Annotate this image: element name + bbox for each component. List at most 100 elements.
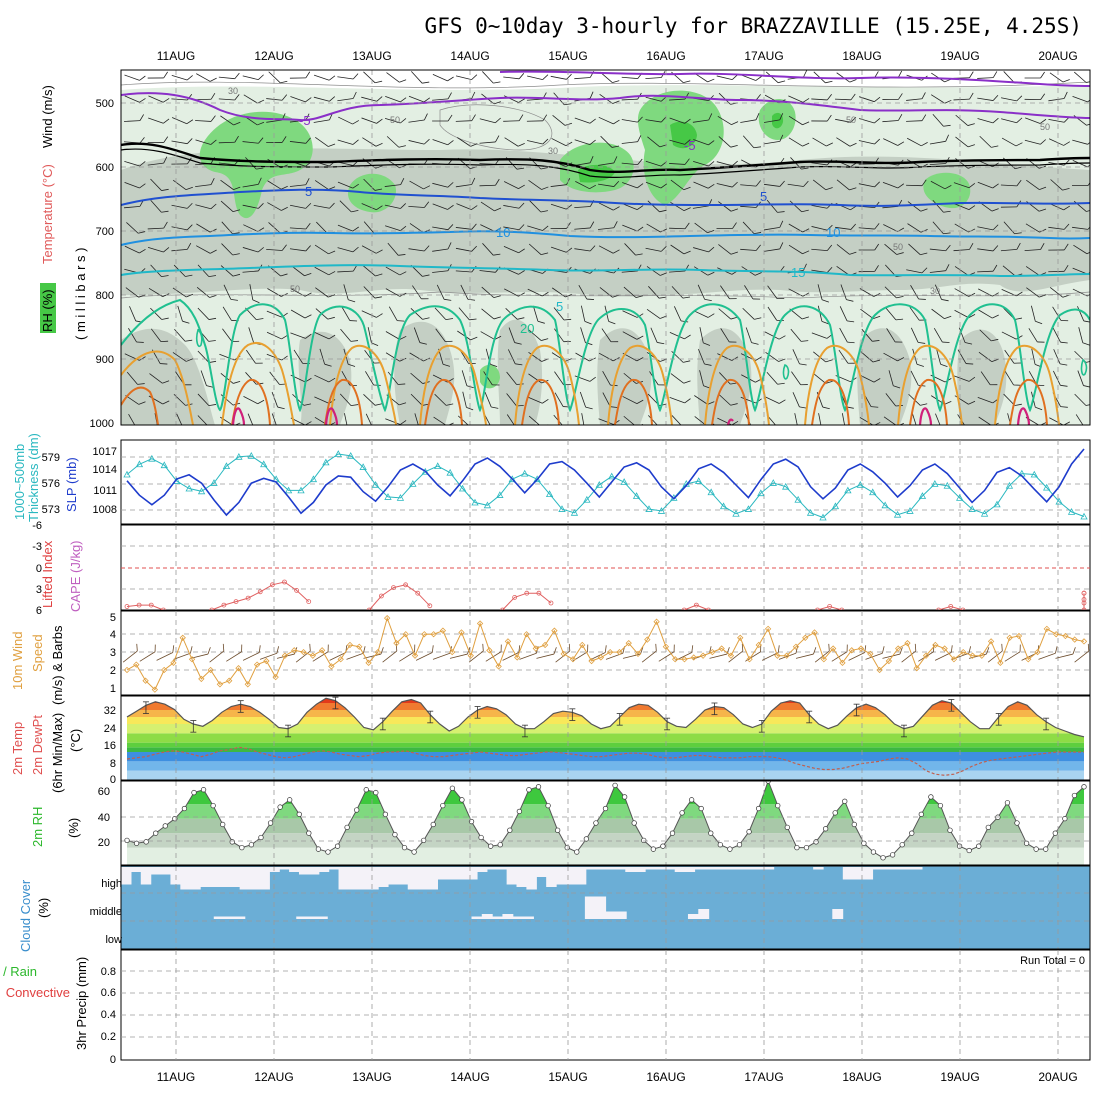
rh2m-marker xyxy=(181,805,188,812)
thickness-tick-label: 576 xyxy=(42,478,60,490)
wind-barb xyxy=(171,94,193,101)
wind-barb-flag xyxy=(442,363,451,367)
wind-barb-shaft xyxy=(195,204,211,210)
wind-barb xyxy=(346,646,366,660)
thickness-marker xyxy=(297,486,305,494)
wind-barb-shaft xyxy=(716,161,733,167)
thickness-marker xyxy=(956,494,964,501)
wind-barb xyxy=(432,73,454,82)
wind-barb-shaft xyxy=(555,650,571,663)
wind-barb xyxy=(502,645,521,661)
wind-barb-shaft xyxy=(449,653,468,659)
wind-barb xyxy=(814,643,830,663)
wind-speed-marker xyxy=(829,645,837,652)
wind-barb xyxy=(171,157,192,165)
thickness-marker xyxy=(943,481,951,489)
wind-barb-flag xyxy=(659,144,667,148)
temp-label: 20 xyxy=(520,321,534,336)
cloud-gap-high xyxy=(298,867,310,875)
wind-barb xyxy=(811,93,832,101)
temp-label: -5 xyxy=(684,138,696,153)
wind-barb xyxy=(977,224,999,231)
wind-barb xyxy=(901,643,917,663)
wind-barb-flag xyxy=(563,341,571,343)
rh2m-marker xyxy=(1052,830,1058,836)
wind-tick-label: 4 xyxy=(110,629,116,641)
wind-barb-flag xyxy=(940,363,948,367)
temp-color-band xyxy=(127,724,1084,734)
wind-barb xyxy=(1075,414,1086,425)
thickness-marker xyxy=(210,479,218,486)
wind-barb-shaft xyxy=(600,135,613,148)
cloud-gap-high xyxy=(467,867,478,880)
wind-barb xyxy=(124,161,146,167)
rh2m-marker xyxy=(937,802,944,809)
wind-barb-flag xyxy=(518,98,525,103)
thickness-marker xyxy=(1043,483,1051,491)
wind-barb-shaft xyxy=(788,137,803,147)
wind-barb-shaft xyxy=(886,328,896,343)
wind-speed-marker xyxy=(978,652,985,659)
wind-barb-flag xyxy=(162,98,170,103)
wind-speed-marker xyxy=(950,656,958,663)
wind-barb-shaft xyxy=(312,651,329,662)
wind-barb xyxy=(978,309,999,319)
wind-barb-flag xyxy=(329,202,335,209)
wind-barb-shaft xyxy=(385,352,400,362)
wind-speed-marker xyxy=(476,620,484,627)
wind-barb-flag xyxy=(589,156,594,163)
cloud-gap-high xyxy=(358,867,369,890)
wind-barb-shaft xyxy=(171,204,188,209)
wind-barb-shaft xyxy=(266,119,283,123)
wind-barb-shaft xyxy=(697,284,706,300)
rh-legend-swatch xyxy=(40,283,56,333)
thickness-marker xyxy=(197,487,206,495)
wind-barb xyxy=(622,331,644,340)
wind-barb xyxy=(171,138,193,145)
temp-tick-label: 0 xyxy=(110,774,116,786)
temp-color-band xyxy=(127,747,1084,752)
cloud-gap-middle xyxy=(213,916,225,919)
wind-barb-shaft xyxy=(906,120,923,122)
wind-barb-flag xyxy=(944,401,952,405)
rh2m-marker xyxy=(698,805,704,812)
wind-barb-shaft xyxy=(841,413,846,425)
wind-barb-flag xyxy=(845,428,852,433)
wind-barb-shaft xyxy=(954,203,970,211)
wind-barb-flag xyxy=(490,363,498,367)
wind-barb xyxy=(836,137,857,147)
wind-barb-flag xyxy=(399,357,407,362)
date-label-top: 15AUG xyxy=(548,49,587,63)
wind-barb-flag xyxy=(471,91,476,99)
wind-barb-shaft xyxy=(481,308,495,320)
wind-barb-shaft xyxy=(124,95,140,103)
wind-speed-marker xyxy=(449,648,456,656)
wind-barb-shaft xyxy=(598,183,614,187)
wind-barb-flag xyxy=(162,380,170,384)
wind-speed-marker xyxy=(151,686,159,693)
rh2m-marker xyxy=(449,785,456,791)
wind-barb xyxy=(128,413,137,425)
wind-barb-shaft xyxy=(958,327,966,343)
wind-barb-flag xyxy=(305,97,312,103)
wind-barb xyxy=(361,117,383,124)
wind-barb-shaft xyxy=(836,244,850,255)
wind-barb-shaft xyxy=(414,413,420,425)
wind-barb-flag xyxy=(826,142,833,147)
lifted-index-marker xyxy=(548,600,554,606)
cloud-gap-high xyxy=(556,867,567,885)
li-tick-label: 0 xyxy=(36,563,42,575)
wind-barb-flag xyxy=(610,406,618,408)
wind-barb xyxy=(150,307,169,320)
wind-barb xyxy=(882,647,903,659)
wind-barb-shaft xyxy=(580,327,586,343)
temp-label: 10 xyxy=(826,225,840,240)
cloud-gap-middle xyxy=(605,911,617,919)
wind-speed-marker xyxy=(532,645,539,652)
wind-barb-shaft xyxy=(290,309,306,319)
wind-barb-shaft xyxy=(385,288,401,297)
wind-barb-shaft xyxy=(128,328,137,343)
wind-barb-shaft xyxy=(883,138,898,146)
wind-barb-flag xyxy=(518,645,521,653)
wind-barb-shaft xyxy=(581,413,585,425)
